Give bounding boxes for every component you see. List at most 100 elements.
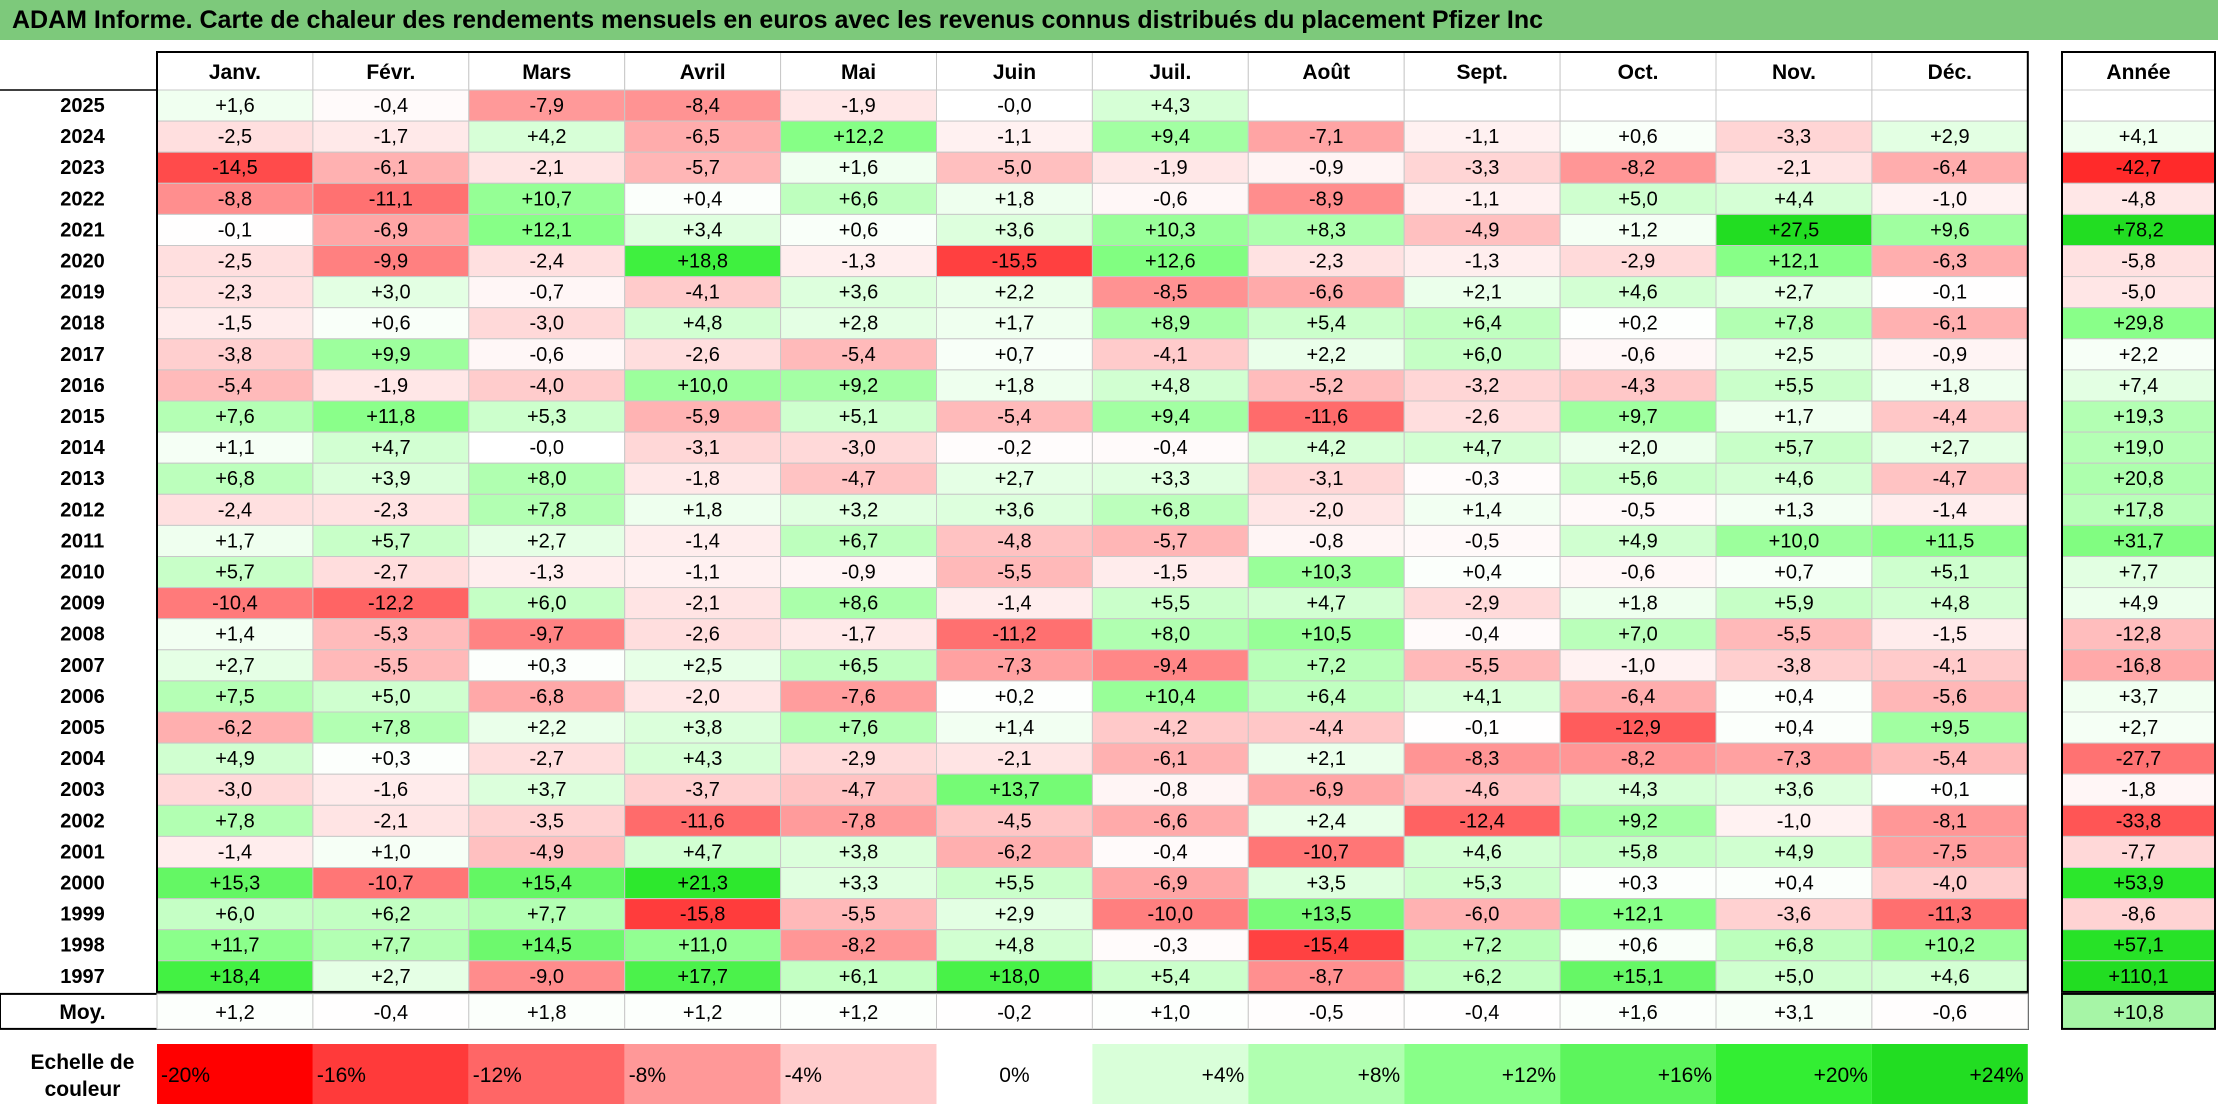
annual-value-label: +20,8	[2113, 468, 2164, 490]
annual-value-label: +7,7	[2119, 562, 2158, 584]
cell-value-label: +4,8	[995, 935, 1034, 957]
cell-value-label: -1,3	[841, 251, 875, 273]
color-scale-stop-label: -4%	[785, 1064, 822, 1087]
annual-value-label: -5,0	[2121, 282, 2155, 304]
heatmap-cell	[1715, 89, 1873, 122]
cell-value-label: -0,5	[1621, 499, 1655, 521]
cell-value-label: +2,7	[1930, 437, 1969, 459]
cell-value-label: +12,2	[833, 126, 884, 148]
cell-value-label: +5,5	[1151, 593, 1190, 615]
cell-value-label: +15,4	[521, 873, 572, 895]
cell-value-label: +1,8	[995, 188, 1034, 210]
cell-value-label: +0,6	[839, 219, 878, 241]
year-label: 2004	[60, 748, 105, 770]
cell-value-label: -8,2	[1621, 157, 1655, 179]
year-label: 2006	[60, 686, 105, 708]
month-header-label: Avril	[680, 61, 726, 84]
annual-border	[2061, 51, 2216, 993]
heatmap-cell	[1403, 742, 1561, 775]
color-scale-stop-label: -12%	[473, 1064, 522, 1087]
heatmap-cell	[1247, 960, 1405, 993]
heatmap-cell	[624, 493, 782, 526]
cell-value-label: -3,3	[1465, 157, 1499, 179]
heatmap-cell	[624, 835, 782, 869]
annual-value-label: +2,7	[2119, 717, 2158, 739]
heatmap-cell	[936, 400, 1093, 433]
cell-value-label: -5,5	[841, 904, 875, 926]
cell-value-label: +1,8	[1618, 593, 1657, 615]
heatmap-cell	[1559, 804, 1717, 837]
heatmap-cell	[1715, 742, 1873, 775]
annual-value-label: +7,4	[2119, 375, 2158, 397]
color-scale-stop-label: -20%	[161, 1064, 210, 1087]
heatmap-cell	[312, 151, 470, 184]
cell-value-label: +3,8	[683, 717, 722, 739]
cell-value-label: -0,4	[1153, 841, 1187, 863]
average-cell	[1403, 993, 1561, 1030]
cell-value-label: -1,3	[1465, 251, 1499, 273]
heatmap-cell	[1403, 182, 1561, 215]
cell-value-label: -5,4	[997, 406, 1031, 428]
heatmap-cell	[1871, 618, 2029, 651]
heatmap-cell	[1247, 400, 1405, 433]
heatmap-cell	[780, 835, 937, 869]
cell-value-label: +3,0	[371, 282, 410, 304]
annual-value-label: +2,2	[2119, 344, 2158, 366]
cell-value-label: +14,5	[521, 935, 572, 957]
annual-cell	[2061, 587, 2216, 620]
cell-value-label: -2,0	[1309, 499, 1343, 521]
cell-value-label: -0,5	[1465, 530, 1499, 552]
annual-value-label: -5,8	[2121, 251, 2155, 273]
heatmap-cell	[1871, 276, 2029, 309]
month-header-label: Janv.	[209, 61, 261, 84]
cell-value-label: +4,8	[1930, 593, 1969, 615]
cell-value-label: +0,4	[683, 188, 722, 210]
heatmap-cell	[1247, 120, 1405, 153]
heatmap-cell	[780, 773, 937, 806]
cell-value-label: -1,5	[1153, 562, 1187, 584]
heatmap-cell	[936, 649, 1093, 682]
annual-value-label: +19,3	[2113, 406, 2164, 428]
year-label: 2018	[60, 313, 105, 335]
month-header-cell	[936, 51, 1093, 91]
heatmap-cell	[624, 773, 782, 806]
cell-value-label: -3,2	[1465, 375, 1499, 397]
cell-value-label: +6,0	[1462, 344, 1501, 366]
annual-cell	[2061, 89, 2216, 122]
cell-value-label: +10,2	[1925, 935, 1976, 957]
cell-value-label: +8,0	[527, 468, 566, 490]
cell-value-label: +7,2	[1307, 655, 1346, 677]
cell-value-label: -1,5	[1933, 624, 1967, 646]
month-header-label: Oct.	[1618, 61, 1659, 84]
heatmap-cell	[1715, 618, 1873, 651]
cell-value-label: -5,7	[1153, 530, 1187, 552]
cell-value-label: -3,7	[685, 779, 719, 801]
color-scale-swatch	[936, 1044, 1093, 1104]
year-label: 1997	[60, 966, 105, 988]
cell-value-label: -0,9	[1309, 157, 1343, 179]
cell-value-label: -5,4	[1933, 748, 1967, 770]
heatmap-cell	[1559, 120, 1717, 153]
year-label: 2014	[60, 437, 105, 459]
heatmap-cell	[468, 182, 626, 215]
cell-value-label: -5,2	[1309, 375, 1343, 397]
cell-value-label: -4,3	[1621, 375, 1655, 397]
cell-value-label: +2,2	[995, 282, 1034, 304]
cell-value-label: +8,6	[839, 593, 878, 615]
heatmap-cell	[1871, 307, 2029, 340]
heatmap-cell	[1715, 369, 1873, 402]
cell-value-label: +18,8	[677, 251, 728, 273]
cell-value-label: -2,6	[1465, 406, 1499, 428]
heatmap-cell	[156, 89, 314, 122]
cell-value-label: +7,7	[371, 935, 410, 957]
cell-value-label: +1,8	[1930, 375, 1969, 397]
heatmap-cell	[1091, 182, 1249, 215]
cell-value-label: -5,5	[374, 655, 408, 677]
cell-value-label: +4,6	[1618, 282, 1657, 304]
heatmap-cell	[1715, 929, 1873, 962]
annual-header-cell	[2061, 51, 2216, 91]
cell-value-label: +2,1	[1307, 748, 1346, 770]
month-header-label: Août	[1302, 61, 1350, 84]
cell-value-label: -4,7	[841, 468, 875, 490]
heatmap-cell	[156, 649, 314, 682]
